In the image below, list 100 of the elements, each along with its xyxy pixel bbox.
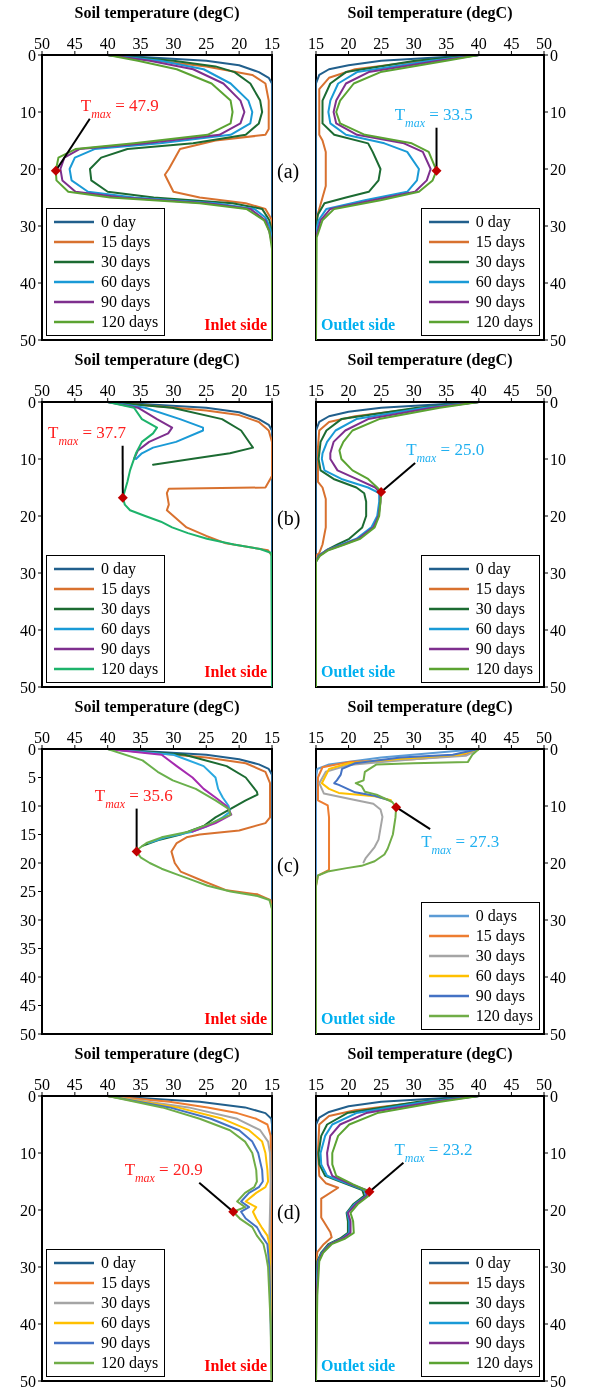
legend-label: 0 day [475, 213, 511, 231]
x-tick-label: 25 [198, 1076, 215, 1093]
annotation: T$_{max}$ = 23.2 [394, 1139, 473, 1165]
legend-label: 120 days [475, 1354, 533, 1372]
annotation: T$_{max}$ = 20.9 [124, 1159, 203, 1185]
x-axis-title: Soil temperature (degC) [346, 1045, 514, 1063]
y-tick-label: 0 [550, 1087, 558, 1105]
legend-label: 30 days [475, 947, 525, 965]
x-tick-label: 35 [438, 35, 455, 52]
y-tick-label: 20 [550, 854, 566, 872]
legend-label: 15 days [101, 1274, 151, 1292]
y-tick-label: 40 [550, 968, 566, 986]
legend-label: 60 days [101, 1314, 151, 1332]
legend-label: 60 days [475, 967, 525, 985]
text: (c) [277, 854, 300, 878]
y-tick-label: 5 [28, 769, 36, 787]
x-tick-label: 40 [470, 1076, 487, 1093]
legend-label: 15 days [475, 927, 525, 945]
legend-label: 30 days [101, 600, 151, 618]
x-tick-label: 25 [198, 382, 215, 399]
y-tick-label: 10 [20, 1144, 36, 1162]
y-tick-label: 20 [20, 507, 36, 525]
x-tick-label: 15 [308, 1076, 324, 1093]
x-tick-label: 40 [99, 1076, 116, 1093]
legend-label: 30 days [101, 253, 151, 271]
x-tick-label: 30 [165, 729, 182, 746]
y-tick-label: 50 [550, 1025, 566, 1043]
annotation: T$_{max}$ = 27.3 [421, 832, 500, 858]
x-tick-label: 40 [470, 729, 487, 746]
annotation: Outlet side [321, 316, 396, 334]
legend-label: 60 days [475, 1314, 525, 1332]
legend-label: 90 days [475, 293, 525, 311]
y-tick-label: 30 [550, 1258, 566, 1276]
y-tick-label: 35 [20, 940, 36, 958]
y-tick-label: 50 [20, 331, 36, 349]
y-tick-label: 50 [20, 1372, 36, 1390]
legend-label: 60 days [101, 273, 151, 291]
x-tick-label: 20 [340, 35, 357, 52]
legend-label: 0 day [475, 560, 511, 578]
y-tick-label: 0 [28, 46, 36, 64]
y-tick-label: 30 [20, 1258, 36, 1276]
y-tick-label: 20 [20, 1201, 36, 1219]
x-tick-label: 15 [308, 382, 324, 399]
annotation: Outlet side [321, 1010, 396, 1028]
y-tick-label: 20 [550, 160, 566, 178]
x-tick-label: 30 [405, 35, 422, 52]
x-tick-label: 40 [470, 382, 487, 399]
y-tick-label: 50 [550, 331, 566, 349]
annotation: Inlet side [204, 663, 267, 681]
y-tick-label: 40 [550, 274, 566, 292]
y-tick-label: 30 [20, 564, 36, 582]
x-tick-label: 45 [503, 729, 520, 746]
y-tick-label: 50 [20, 678, 36, 696]
x-axis-title: Soil temperature (degC) [346, 698, 514, 716]
y-tick-label: 20 [550, 507, 566, 525]
x-tick-label: 45 [66, 1076, 83, 1093]
legend-label: 120 days [475, 313, 533, 331]
y-tick-label: 30 [20, 217, 36, 235]
x-tick-label: 45 [503, 382, 520, 399]
y-tick-label: 50 [20, 1025, 36, 1043]
x-tick-label: 30 [405, 729, 422, 746]
x-tick-label: 45 [66, 382, 83, 399]
text: (d) [277, 1201, 301, 1225]
y-tick-label: 10 [550, 797, 566, 815]
x-tick-label: 40 [99, 35, 116, 52]
x-tick-label: 40 [99, 729, 116, 746]
x-tick-label: 35 [132, 1076, 149, 1093]
x-axis-title: Soil temperature (degC) [73, 698, 241, 716]
legend-label: 90 days [101, 1334, 151, 1352]
y-tick-label: 10 [20, 797, 36, 815]
legend-label: 15 days [475, 580, 525, 598]
y-tick-label: 45 [20, 997, 36, 1015]
y-tick-label: 30 [550, 911, 566, 929]
y-tick-label: 20 [20, 854, 36, 872]
x-tick-label: 20 [231, 729, 248, 746]
y-tick-label: 10 [550, 450, 566, 468]
legend-label: 0 day [101, 1254, 137, 1272]
x-tick-label: 20 [340, 382, 357, 399]
legend-label: 60 days [475, 273, 525, 291]
legend-label: 0 days [475, 907, 517, 925]
x-tick-label: 25 [198, 729, 215, 746]
x-tick-label: 25 [373, 1076, 390, 1093]
y-tick-label: 30 [550, 564, 566, 582]
y-tick-label: 30 [550, 217, 566, 235]
legend-label: 90 days [475, 987, 525, 1005]
x-tick-label: 20 [340, 1076, 357, 1093]
x-tick-label: 25 [373, 729, 390, 746]
annotation: T$_{max}$ = 35.6 [94, 785, 173, 811]
x-tick-label: 35 [438, 729, 455, 746]
legend-label: 15 days [101, 233, 151, 251]
x-tick-label: 30 [405, 1076, 422, 1093]
x-axis-title: Soil temperature (degC) [73, 4, 241, 22]
x-tick-label: 35 [132, 729, 149, 746]
x-axis-title: Soil temperature (degC) [73, 1045, 241, 1063]
legend-label: 120 days [101, 660, 159, 678]
annotation: T$_{max}$ = 25.0 [406, 440, 485, 466]
legend-label: 90 days [475, 1334, 525, 1352]
y-tick-label: 0 [28, 740, 36, 758]
legend-label: 90 days [475, 640, 525, 658]
annotation: Inlet side [204, 1357, 267, 1375]
